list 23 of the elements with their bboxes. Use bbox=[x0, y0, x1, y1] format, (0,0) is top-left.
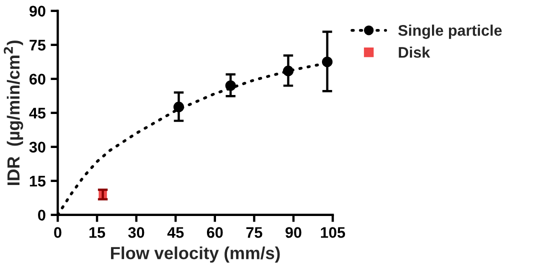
y-tick-label: 90 bbox=[29, 6, 46, 17]
point bbox=[173, 102, 184, 112]
x-tick-label: 90 bbox=[286, 227, 302, 238]
x-tick-label: 75 bbox=[246, 227, 262, 238]
y-tick-label: 30 bbox=[29, 142, 46, 153]
point bbox=[282, 66, 294, 76]
y-tick-label: 45 bbox=[29, 108, 46, 119]
legend-label: Disk bbox=[398, 46, 430, 58]
x-axis-title: Flow velocity (mm/s) bbox=[111, 246, 280, 263]
x-tick-label: 45 bbox=[167, 227, 184, 238]
y-tick-label: 60 bbox=[30, 74, 46, 85]
x-tick-label: 15 bbox=[90, 227, 106, 238]
point bbox=[225, 80, 236, 91]
x-tick-label: 60 bbox=[206, 227, 223, 238]
y-tick-label: 75 bbox=[30, 40, 46, 51]
x-tick-label: 30 bbox=[128, 227, 144, 238]
y-tick-label: 0 bbox=[38, 210, 46, 221]
legend-label: Single particle bbox=[398, 24, 502, 39]
x-tick-label: 105 bbox=[320, 227, 346, 238]
point bbox=[322, 56, 333, 68]
y-tick-label: 15 bbox=[30, 176, 46, 187]
x-tick-label: 0 bbox=[54, 227, 62, 238]
y-axis-title: IDR (µg/min/cm$^{2}$) bbox=[4, 40, 24, 185]
